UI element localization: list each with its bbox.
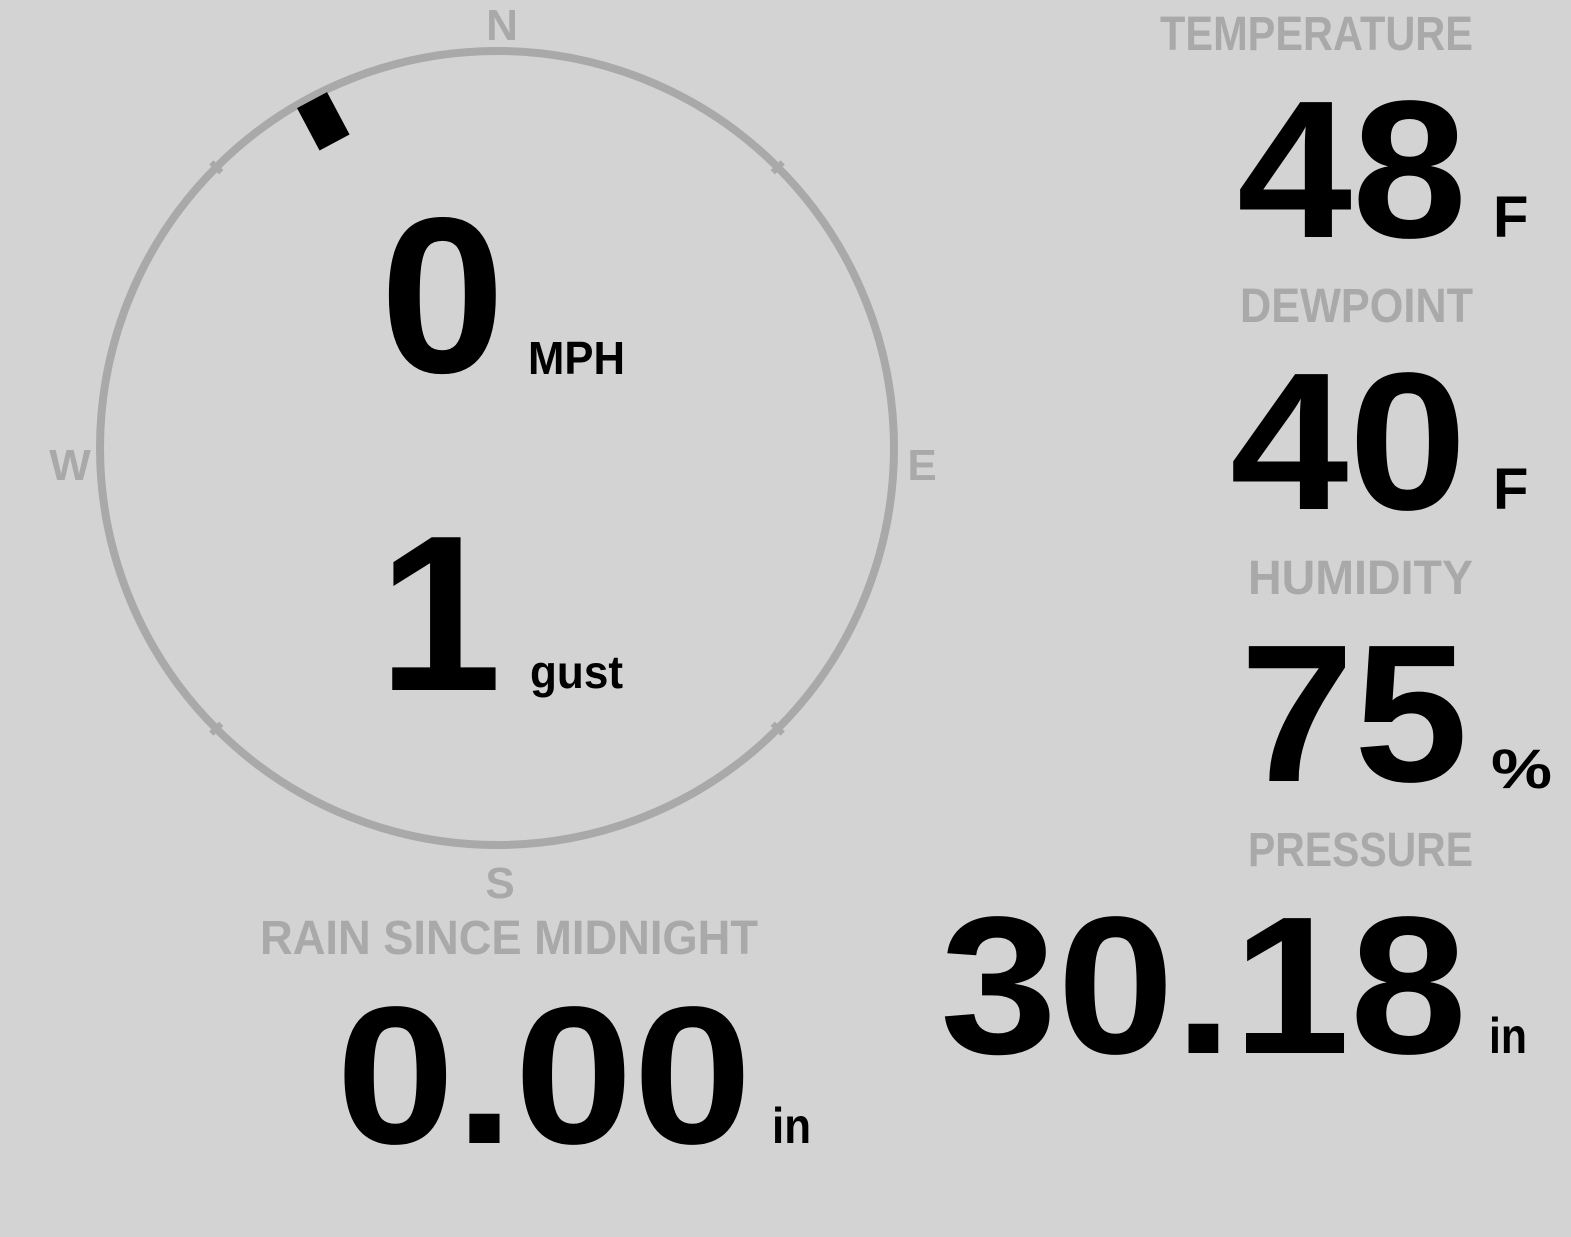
wind-compass: N E S W 0 MPH 1 gust	[49, 1, 936, 908]
dewpoint-value: 40	[1230, 332, 1467, 551]
rain-label: RAIN SINCE MIDNIGHT	[260, 912, 758, 965]
dewpoint-unit: F	[1493, 457, 1528, 522]
temperature-value: 48	[1237, 60, 1467, 279]
dewpoint-label: DEWPOINT	[1240, 280, 1473, 333]
wind-direction-indicator	[297, 92, 350, 151]
humidity-unit: %	[1491, 737, 1552, 800]
compass-west: W	[49, 441, 91, 490]
pressure-panel: PRESSURE 30.18 in	[940, 824, 1527, 1095]
humidity-label: HUMIDITY	[1248, 552, 1473, 605]
wind-direction-marker	[297, 92, 350, 151]
rain-unit: in	[772, 1098, 811, 1154]
wind-gust-value: 1	[378, 490, 501, 738]
wind-speed-value: 0	[380, 172, 505, 420]
compass-ring	[96, 47, 898, 849]
pressure-value: 30.18	[940, 876, 1467, 1095]
compass-east: E	[907, 441, 936, 490]
humidity-value: 75	[1240, 604, 1468, 823]
rain-panel: RAIN SINCE MIDNIGHT 0.00 in	[260, 912, 811, 1185]
compass-north: N	[486, 1, 518, 50]
temperature-panel: TEMPERATURE 48 F	[1160, 8, 1528, 279]
pressure-label: PRESSURE	[1248, 824, 1473, 877]
wind-gust-unit: gust	[530, 646, 623, 698]
dewpoint-panel: DEWPOINT 40 F	[1230, 280, 1528, 551]
temperature-unit: F	[1493, 185, 1528, 250]
compass-tick	[770, 160, 785, 175]
compass-ticks	[209, 160, 785, 736]
wind-speed-unit: MPH	[528, 332, 625, 384]
pressure-unit: in	[1489, 1008, 1527, 1064]
compass-tick	[209, 160, 224, 175]
rain-value: 0.00	[336, 966, 752, 1185]
compass-tick	[209, 721, 224, 736]
compass-south: S	[485, 859, 514, 908]
temperature-label: TEMPERATURE	[1160, 8, 1473, 61]
humidity-panel: HUMIDITY 75 %	[1240, 552, 1552, 823]
compass-tick	[770, 721, 785, 736]
